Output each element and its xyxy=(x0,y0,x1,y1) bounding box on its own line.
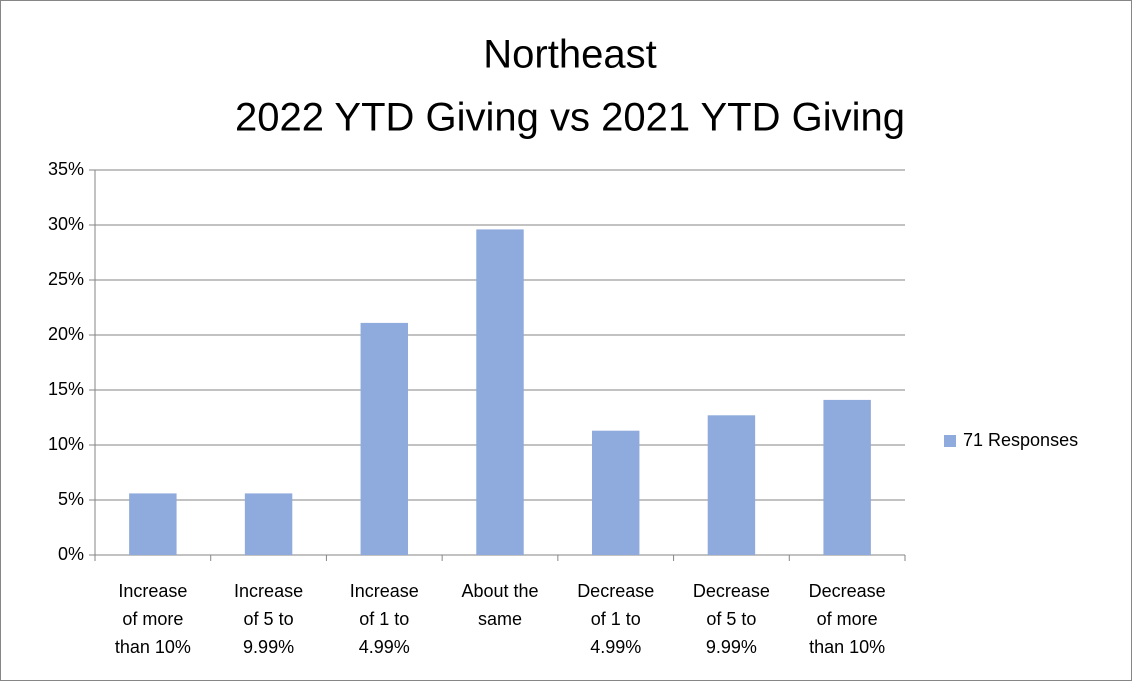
y-tick-label: 5% xyxy=(58,489,84,509)
legend-label: 71 Responses xyxy=(963,430,1078,450)
x-tick-label: About the xyxy=(461,581,538,601)
y-tick-label: 0% xyxy=(58,544,84,564)
x-tick-label: 4.99% xyxy=(359,637,410,657)
bar xyxy=(244,493,293,555)
bar xyxy=(823,399,871,555)
x-tick-label: of 5 to xyxy=(706,609,756,629)
y-tick-label: 25% xyxy=(48,269,84,289)
x-tick-label: 4.99% xyxy=(590,637,641,657)
x-tick-label: same xyxy=(478,609,522,629)
chart-title: 2022 YTD Giving vs 2021 YTD Giving xyxy=(235,96,905,140)
x-tick-label: of 1 to xyxy=(359,609,409,629)
x-tick-label: Decrease xyxy=(577,581,654,601)
x-tick-label: Increase xyxy=(350,581,419,601)
x-tick-label: of more xyxy=(817,609,878,629)
x-tick-label: than 10% xyxy=(809,637,885,657)
y-tick-label: 15% xyxy=(48,379,84,399)
legend-swatch xyxy=(944,435,956,447)
x-tick-label: of 1 to xyxy=(591,609,641,629)
y-tick-label: 10% xyxy=(48,434,84,454)
x-tick-label: Increase xyxy=(234,581,303,601)
bar xyxy=(707,415,756,555)
x-tick-label: of 5 to xyxy=(244,609,294,629)
y-tick-label: 35% xyxy=(48,159,84,179)
x-tick-label: of more xyxy=(122,609,183,629)
bar xyxy=(476,229,524,555)
bar xyxy=(591,430,640,555)
x-tick-label: Decrease xyxy=(809,581,886,601)
x-tick-label: Increase xyxy=(118,581,187,601)
y-tick-label: 20% xyxy=(48,324,84,344)
chart-title: Northeast xyxy=(483,33,656,77)
x-tick-label: 9.99% xyxy=(706,637,757,657)
x-tick-label: than 10% xyxy=(115,637,191,657)
x-tick-label: Decrease xyxy=(693,581,770,601)
y-tick-label: 30% xyxy=(48,214,84,234)
x-tick-label: 9.99% xyxy=(243,637,294,657)
bar xyxy=(360,322,409,555)
bar xyxy=(129,493,177,555)
